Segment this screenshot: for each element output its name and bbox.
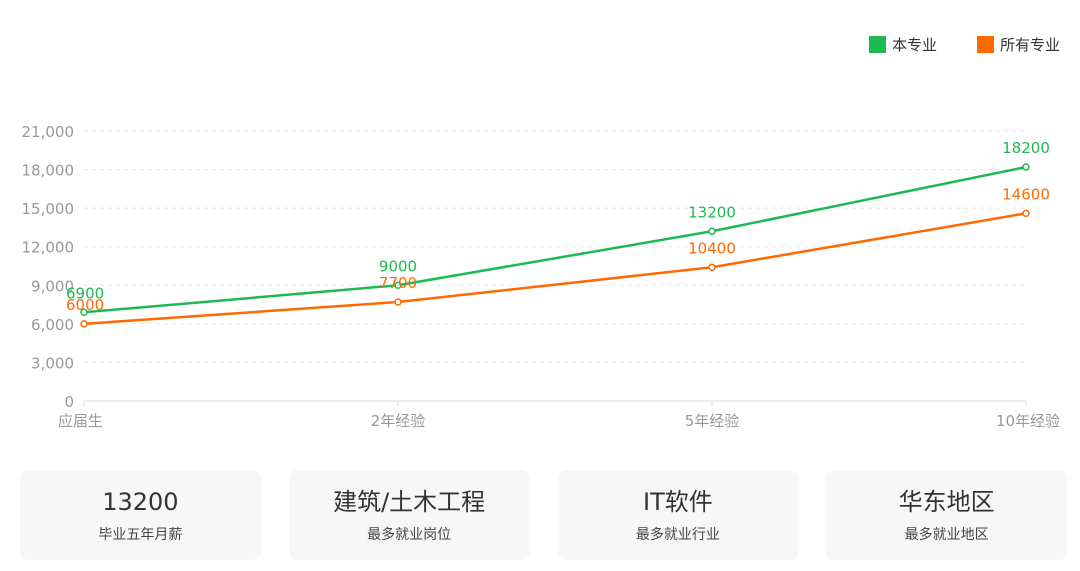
legend-swatch-major [868, 36, 886, 53]
series-line-1 [83, 212, 1027, 326]
data-label: 10400 [688, 239, 736, 257]
data-label: 7700 [379, 274, 417, 292]
data-point [394, 281, 402, 290]
y-tick-label: 3,000 [31, 354, 74, 372]
y-tick-label: 15,000 [22, 200, 75, 218]
stat-card-label: 毕业五年月薪 [98, 527, 183, 543]
data-point [394, 298, 402, 306]
stat-card-salary: 13200 毕业五年月薪 [20, 470, 261, 560]
data-label: 6900 [66, 284, 104, 302]
stat-card-industry: IT软件 最多就业行业 [557, 470, 799, 560]
y-tick-label: 9,000 [31, 277, 74, 295]
legend-item-major[interactable]: 本专业 [868, 34, 937, 55]
data-point [708, 263, 716, 272]
y-tick-label: 21,000 [22, 123, 75, 141]
y-tick-label: 18,000 [22, 162, 75, 180]
salary-line-chart: 0 3,000 6,000 9,000 12,000 15,000 18,000 21,000… [22, 123, 1061, 430]
stat-card-position: 建筑/土木工程 最多就业岗位 [288, 470, 530, 560]
legend-item-all[interactable]: 所有专业 [976, 34, 1060, 55]
stat-card-value: 建筑/土木工程 [333, 488, 486, 516]
x-tick-label: 应届生 [58, 412, 103, 430]
data-label: 18200 [1002, 139, 1050, 157]
chart-legend: 本专业 所有专业 [868, 34, 1060, 55]
data-label: 6000 [66, 296, 104, 314]
stat-card-value: 13200 [102, 488, 179, 516]
data-label: 9000 [379, 257, 417, 275]
data-point [1022, 163, 1030, 171]
stat-card-label: 最多就业行业 [635, 527, 720, 543]
stat-card-label: 最多就业地区 [904, 527, 989, 543]
stat-card-label: 最多就业岗位 [367, 527, 452, 543]
y-tick-label: 6,000 [31, 316, 74, 334]
stat-cards: 13200 毕业五年月薪 建筑/土木工程 最多就业岗位 IT软件 最多就业行业 … [20, 470, 1067, 560]
legend-label-major: 本专业 [891, 36, 937, 54]
data-label: 14600 [1002, 185, 1050, 203]
data-point [1022, 209, 1030, 218]
stat-card-value: 华东地区 [898, 488, 995, 516]
x-tick-label: 10年经验 [996, 412, 1060, 430]
data-point [80, 320, 88, 328]
x-tick-label: 2年经验 [371, 412, 426, 430]
legend-swatch-all [976, 36, 994, 53]
series-line-0 [83, 165, 1027, 314]
data-point [708, 227, 716, 236]
y-tick-label: 0 [64, 393, 74, 411]
legend-label-all: 所有专业 [999, 36, 1060, 54]
stat-card-value: IT软件 [643, 488, 713, 516]
y-tick-label: 12,000 [22, 239, 75, 257]
data-label: 13200 [688, 203, 736, 221]
stat-card-region: 华东地区 最多就业地区 [826, 470, 1067, 560]
x-tick-label: 5年经验 [685, 412, 740, 430]
data-point [80, 308, 88, 317]
